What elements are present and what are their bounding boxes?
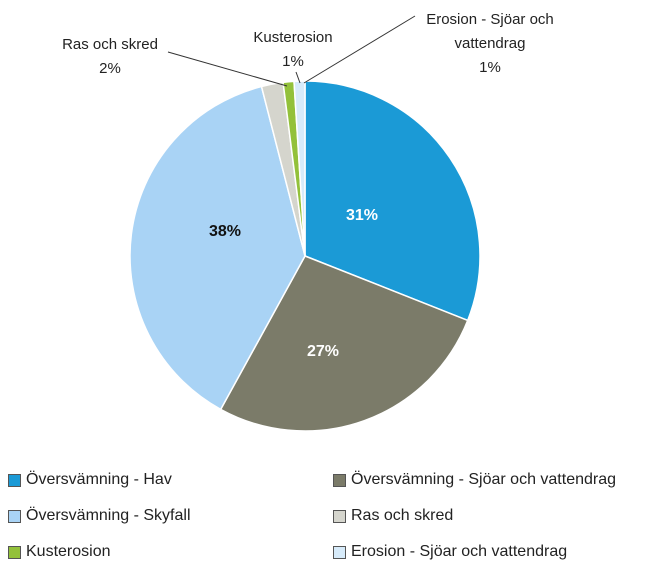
leader-line bbox=[303, 15, 416, 84]
data-label: 27% bbox=[306, 343, 340, 360]
legend-label: Översvämning - Sjöar och vattendrag bbox=[351, 471, 617, 488]
category-label: Kusterosion bbox=[253, 29, 333, 46]
data-label: 2% bbox=[99, 60, 121, 77]
legend-swatch bbox=[333, 473, 346, 487]
leader-line bbox=[167, 51, 288, 87]
outside-label: Ras och skred 2% bbox=[50, 33, 170, 81]
leader-line bbox=[295, 71, 301, 84]
legend-swatch bbox=[333, 545, 346, 559]
legend-label: Översvämning - Skyfall bbox=[26, 507, 191, 524]
legend-item: Kusterosion bbox=[8, 543, 111, 561]
legend-item: Översvämning - Skyfall bbox=[8, 507, 191, 525]
legend-swatch bbox=[8, 509, 21, 523]
legend-item: Översvämning - Sjöar och vattendrag bbox=[333, 471, 616, 489]
pie-slice bbox=[304, 80, 481, 322]
data-label: 1% bbox=[479, 59, 501, 76]
legend-swatch bbox=[333, 509, 346, 523]
legend-label: Översvämning - Hav bbox=[26, 471, 172, 488]
legend-swatch bbox=[8, 473, 21, 487]
pie-slice bbox=[129, 85, 306, 411]
data-label: 1% bbox=[282, 53, 304, 70]
legend-item: Erosion - Sjöar och vattendrag bbox=[333, 543, 567, 561]
legend-swatch bbox=[8, 545, 21, 559]
legend-label: Ras och skred bbox=[351, 507, 454, 524]
legend-item: Ras och skred bbox=[333, 507, 453, 525]
outside-label: Kusterosion 1% bbox=[233, 26, 353, 74]
data-label: 31% bbox=[345, 207, 379, 224]
legend-label: Kusterosion bbox=[26, 543, 111, 560]
category-label: Ras och skred bbox=[62, 36, 158, 53]
pie-slice bbox=[219, 255, 469, 432]
category-label: Erosion - Sjöar och vattendrag bbox=[426, 11, 554, 52]
legend-item: Översvämning - Hav bbox=[8, 471, 172, 489]
data-label: 38% bbox=[208, 223, 242, 240]
outside-label: Erosion - Sjöar och vattendrag 1% bbox=[405, 8, 575, 80]
legend-label: Erosion - Sjöar och vattendrag bbox=[351, 543, 568, 560]
